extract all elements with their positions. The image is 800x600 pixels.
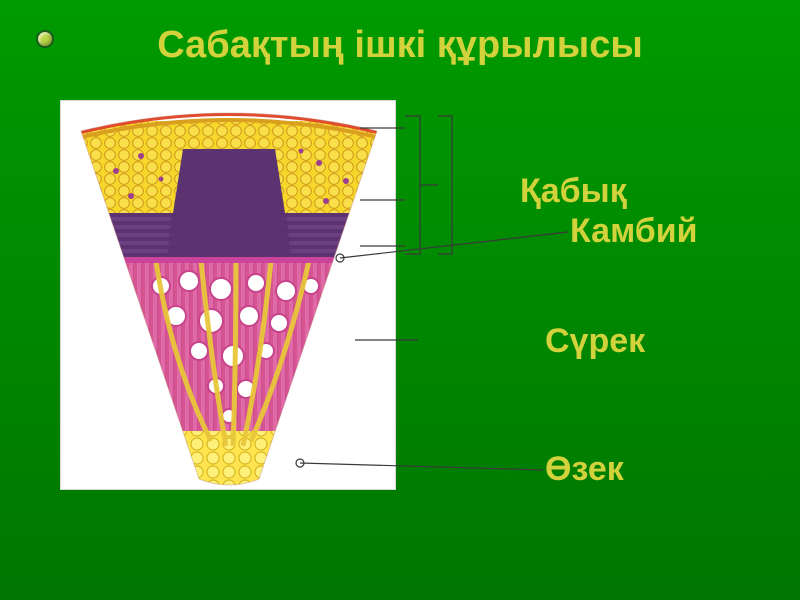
label-xylem: Сүрек [545,322,645,361]
label-bark: Қабық [520,172,627,211]
slide: Сабақтың ішкі құрылысы [0,0,800,600]
label-pith: Өзек [545,450,624,489]
slide-title: Сабақтың ішкі құрылысы [0,24,800,67]
label-cambium: Камбий [570,212,698,251]
diagram-frame [60,100,396,490]
stem-cross-section-diagram [61,101,397,491]
